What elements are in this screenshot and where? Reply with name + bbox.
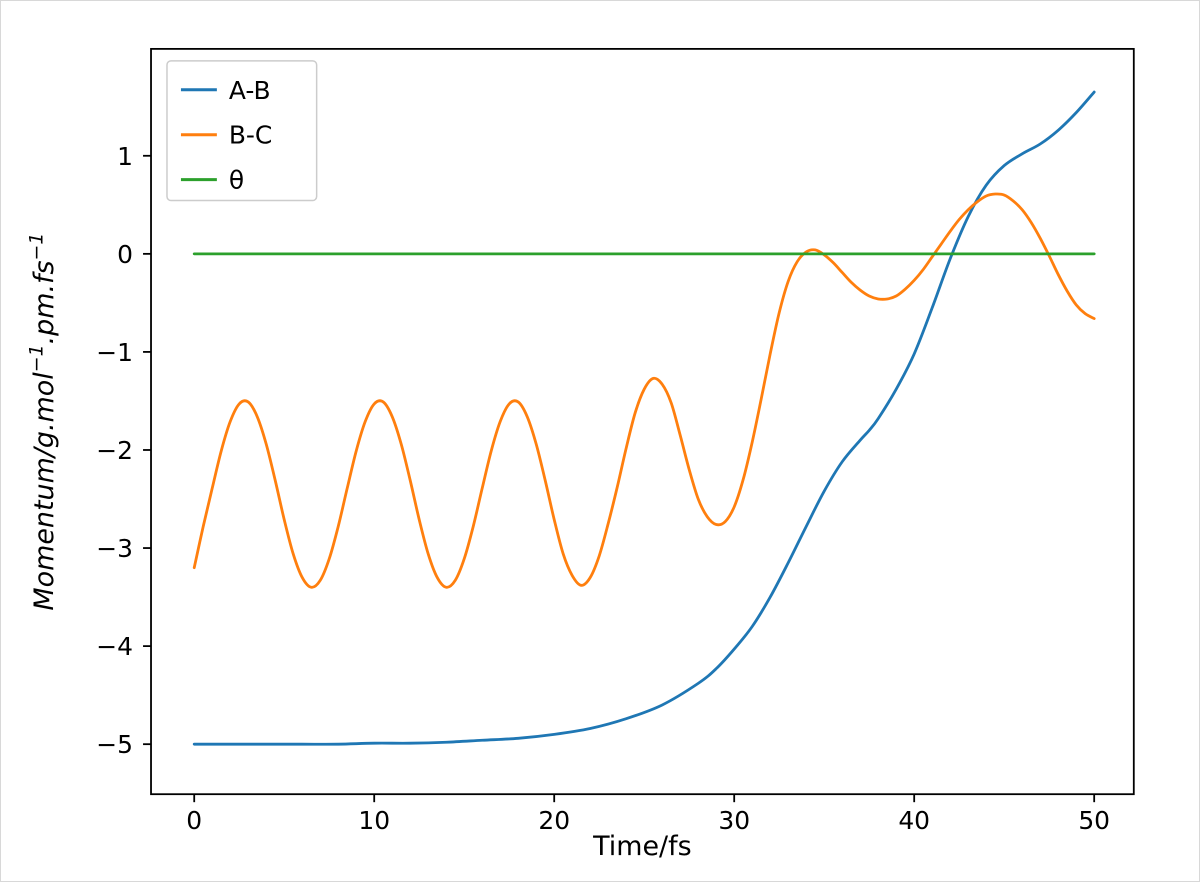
series-line-B-C (192, 192, 1096, 589)
x-tick-label: 50 (1078, 806, 1110, 835)
y-tick-label: −4 (96, 632, 133, 661)
y-tick-label: −5 (96, 730, 133, 759)
x-tick-label: 40 (898, 806, 930, 835)
legend-entry-θ: θ (180, 166, 244, 195)
x-tick-label: 0 (186, 806, 202, 835)
y-tick-label: −3 (96, 534, 133, 563)
x-axis-label: Time/fs (592, 831, 691, 862)
legend-entry-A-B: A-B (180, 76, 271, 105)
y-tick-label: 0 (117, 240, 133, 269)
legend-label: A-B (229, 76, 271, 105)
y-tick-label: 1 (117, 142, 133, 171)
legend-label: θ (229, 166, 244, 195)
y-tick-label: −2 (96, 436, 133, 465)
plot-border (150, 47, 1135, 796)
y-axis-label: Momentum/g.mol−1.pm.fs−1 (25, 233, 60, 611)
x-tick-label: 10 (358, 806, 390, 835)
legend: A-B B-C θ (166, 60, 318, 202)
x-tick-label: 30 (718, 806, 750, 835)
series-line-A-B (192, 90, 1096, 746)
legend-entry-B-C: B-C (180, 121, 273, 150)
y-tick-label: −1 (96, 338, 133, 367)
legend-label: B-C (229, 121, 273, 150)
legend-box (166, 60, 318, 202)
x-tick-label: 20 (538, 806, 570, 835)
